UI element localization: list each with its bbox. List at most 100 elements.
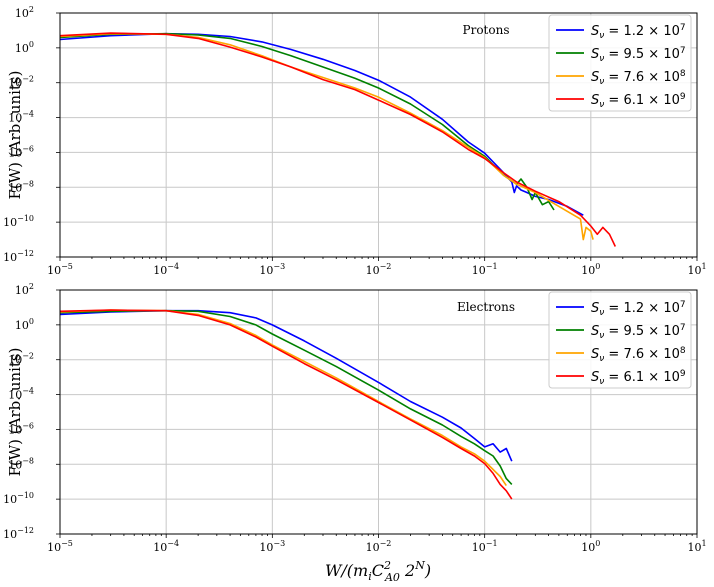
x-tick-exp: −2 — [380, 262, 392, 271]
legend-mantissa: 9.5 — [623, 47, 644, 62]
y-tick-exp: −2 — [22, 352, 34, 361]
legend-subscript: ν — [599, 354, 604, 364]
x-tick-exp: 1 — [701, 262, 706, 271]
y-tick-label: 10−2 — [8, 352, 34, 367]
legend-symbol: S — [591, 70, 599, 85]
x-tick-base: 10 — [472, 541, 486, 554]
legend-symbol: S — [591, 370, 599, 385]
legend-mantissa: 7.6 — [623, 70, 644, 85]
x-tick-base: 10 — [687, 541, 701, 554]
x-tick-label: 101 — [687, 262, 706, 277]
y-tick-base: 10 — [8, 77, 22, 90]
y-tick-exp: 0 — [29, 40, 34, 49]
legend-times: × 10 — [644, 93, 680, 108]
x-tick-label: 10−4 — [153, 539, 179, 554]
legend-equals: = — [604, 324, 623, 339]
legend-mantissa: 9.5 — [623, 324, 644, 339]
y-tick-label: 102 — [15, 282, 34, 297]
y-tick-base: 10 — [8, 458, 22, 471]
y-tick-base: 10 — [8, 354, 22, 367]
legend-mantissa: 6.1 — [623, 93, 644, 108]
y-tick-label: 10−10 — [3, 214, 34, 229]
x-tick-exp: −1 — [486, 539, 498, 548]
x-tick-exp: −1 — [486, 262, 498, 271]
x-tick-exp: −2 — [380, 539, 392, 548]
legend-times: × 10 — [644, 70, 680, 85]
x-tick-base: 10 — [153, 541, 167, 554]
series-line-1 — [59, 32, 555, 211]
panel-annotation: Protons — [463, 23, 510, 37]
x-tick-label: 10−1 — [472, 539, 498, 554]
y-tick-base: 10 — [3, 493, 17, 506]
x-tick-exp: 0 — [595, 262, 600, 271]
legend-exponent: 9 — [680, 369, 686, 379]
legend-exponent: 7 — [680, 300, 686, 310]
y-tick-label: 10−4 — [8, 387, 34, 402]
legend-symbol: S — [591, 301, 599, 316]
x-tick-label: 10−3 — [259, 539, 285, 554]
series-line-3 — [59, 309, 513, 500]
y-tick-label: 10−8 — [8, 179, 34, 194]
y-tick-base: 10 — [8, 423, 22, 436]
legend-box — [548, 291, 692, 389]
y-tick-label: 10−10 — [3, 491, 34, 506]
y-axis-label: F(W) (Arb. units) — [6, 71, 24, 200]
x-tick-exp: −3 — [273, 539, 285, 548]
y-tick-base: 10 — [3, 251, 17, 264]
series-line-0 — [59, 32, 584, 216]
y-tick-base: 10 — [3, 528, 17, 541]
legend-subscript: ν — [599, 308, 604, 318]
y-tick-exp: −8 — [22, 179, 34, 188]
y-tick-exp: 0 — [29, 317, 34, 326]
y-tick-label: 10−8 — [8, 456, 34, 471]
x-tick-base: 10 — [687, 264, 701, 277]
x-tick-label: 100 — [581, 262, 600, 277]
legend-equals: = — [604, 24, 623, 39]
electrons-panel: 10−5 10−4 10−3 10−2 10−1 100 10110210010−210−4… — [3, 282, 706, 554]
panel-annotation: Electrons — [457, 300, 515, 314]
x-tick-base: 10 — [259, 264, 273, 277]
x-tick-label: 10−1 — [472, 262, 498, 277]
y-tick-base: 10 — [8, 112, 22, 125]
legend-exponent: 7 — [680, 46, 686, 56]
x-tick-exp: −5 — [61, 539, 73, 548]
legend-exponent: 9 — [680, 92, 686, 102]
legend-equals: = — [604, 370, 623, 385]
legend-equals: = — [604, 70, 623, 85]
x-tick-exp: −3 — [273, 262, 285, 271]
series-line-3 — [59, 32, 617, 247]
y-tick-exp: −6 — [22, 144, 34, 153]
series-line-1 — [59, 309, 513, 485]
y-tick-base: 10 — [15, 284, 29, 297]
legend-symbol: S — [591, 24, 599, 39]
legend-symbol: S — [591, 47, 599, 62]
legend-label-0: Sν = 1.2 × 107 — [591, 23, 686, 41]
legend-symbol: S — [591, 324, 599, 339]
legend-equals: = — [604, 93, 623, 108]
y-tick-base: 10 — [8, 389, 22, 402]
y-tick-exp: 2 — [29, 282, 34, 291]
legend-times: × 10 — [644, 370, 680, 385]
x-tick-label: 10−4 — [153, 262, 179, 277]
y-tick-exp: −2 — [22, 75, 34, 84]
legend-mantissa: 1.2 — [623, 301, 644, 316]
y-tick-exp: 2 — [29, 5, 34, 14]
y-tick-exp: −4 — [22, 387, 34, 396]
x-tick-exp: −5 — [61, 262, 73, 271]
x-tick-label: 10−5 — [47, 262, 73, 277]
legend-exponent: 8 — [680, 69, 686, 79]
legend-mantissa: 6.1 — [623, 370, 644, 385]
x-tick-exp: −4 — [167, 262, 179, 271]
legend-label-3: Sν = 6.1 × 109 — [591, 369, 686, 387]
x-tick-base: 10 — [581, 541, 595, 554]
x-tick-exp: −4 — [167, 539, 179, 548]
y-axis-label: F(W) (Arb. units) — [6, 348, 24, 477]
y-tick-base: 10 — [3, 216, 17, 229]
y-tick-label: 10−2 — [8, 75, 34, 90]
y-tick-label: 10−4 — [8, 110, 34, 125]
legend-subscript: ν — [599, 100, 604, 110]
x-tick-label: 10−2 — [366, 539, 392, 554]
legend-mantissa: 7.6 — [623, 347, 644, 362]
y-tick-exp: −8 — [22, 456, 34, 465]
